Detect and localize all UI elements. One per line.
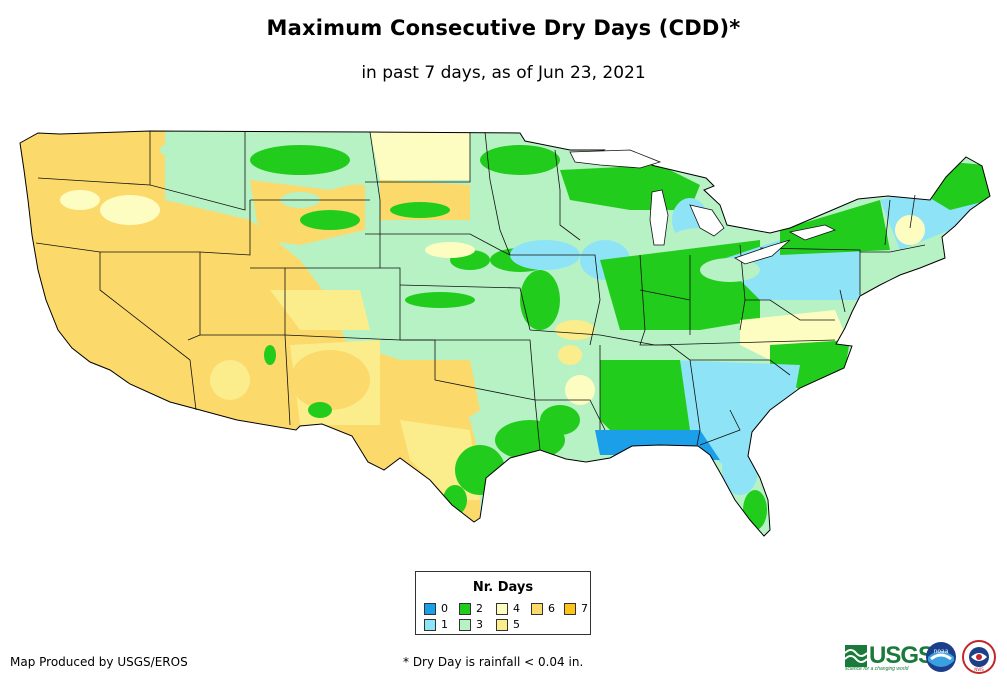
legend-swatch (496, 603, 508, 615)
legend-item-1: 1 (424, 619, 448, 631)
legend-swatch (424, 603, 436, 615)
noaa-logo: noaa (926, 642, 956, 672)
state-borders (35, 131, 926, 451)
cdd-patch-2 (443, 485, 467, 515)
legend-label: 7 (581, 602, 588, 615)
legend-box: Nr. Days 0 1 2 3 4 5 6 7 (415, 571, 591, 635)
cdd-zone-2 (780, 200, 890, 255)
cdd-patch-4 (60, 190, 100, 210)
legend-label: 3 (476, 618, 483, 631)
cdd-patch-4 (100, 195, 160, 225)
legend-swatch (459, 603, 471, 615)
nws-logo-text: NWS (974, 667, 984, 672)
legend-label: 6 (548, 602, 555, 615)
noaa-logo-text: noaa (934, 648, 949, 655)
legend-swatch (531, 603, 543, 615)
nws-logo: NWS (962, 640, 996, 674)
cdd-patch-5 (558, 345, 582, 365)
credit-text: Map Produced by USGS/EROS (10, 655, 188, 669)
cdd-patch-2 (610, 370, 670, 410)
legend-label: 5 (513, 618, 520, 631)
legend-item-6: 6 (531, 603, 555, 615)
cdd-patch-2 (308, 402, 332, 418)
cdd-patch-3 (160, 138, 240, 162)
usgs-tagline: science for a changing world (845, 666, 909, 672)
legend-label: 0 (441, 602, 448, 615)
cdd-patch-2 (390, 202, 450, 218)
cdd-patch-2 (455, 445, 505, 495)
legend-swatch (496, 619, 508, 631)
legend-swatch (459, 619, 471, 631)
cdd-patch-5 (555, 320, 595, 340)
cdd-patch-2 (264, 345, 276, 365)
cdd-patch-2 (540, 405, 580, 435)
usgs-logo: USGS science for a changing world (845, 641, 934, 672)
cdd-patch-6 (290, 350, 370, 410)
cdd-patch-5 (210, 360, 250, 400)
legend-swatch (424, 619, 436, 631)
usgs-wave-icon (845, 645, 867, 667)
cdd-zone-6 (380, 360, 480, 430)
cdd-patch-2 (405, 292, 475, 308)
legend-item-4: 4 (496, 603, 520, 615)
legend-swatch (564, 603, 576, 615)
cdd-patch-2 (300, 210, 360, 230)
dry-day-footnote: * Dry Day is rainfall < 0.04 in. (403, 655, 584, 669)
legend-item-5: 5 (496, 619, 520, 631)
legend-label: 4 (513, 602, 520, 615)
legend-item-7: 7 (564, 603, 588, 615)
legend-item-2: 2 (459, 603, 483, 615)
cdd-zone-4 (370, 131, 470, 180)
cdd-zone-2 (560, 165, 700, 210)
cdd-patch-1 (722, 445, 758, 495)
legend-title: Nr. Days (472, 580, 534, 595)
cdd-zone-3 (370, 230, 530, 330)
map-title: Maximum Consecutive Dry Days (CDD)* (266, 16, 741, 40)
cdd-patch-2 (743, 490, 767, 530)
usgs-logo-text: USGS (869, 642, 934, 669)
great-lakes (569, 149, 837, 265)
cdd-zone-5 (270, 290, 370, 330)
legend-item-3: 3 (459, 619, 483, 631)
cdd-patch-4 (565, 375, 595, 405)
cdd-patch-4 (425, 242, 475, 258)
legend-item-0: 0 (424, 603, 448, 615)
map-subtitle: in past 7 days, as of Jun 23, 2021 (361, 63, 646, 83)
cdd-patch-2 (480, 145, 560, 175)
cdd-patch-4 (895, 215, 925, 245)
legend-label: 1 (441, 618, 448, 631)
cdd-patch-2 (250, 145, 350, 175)
legend-label: 2 (476, 602, 483, 615)
cdd-patch-2 (520, 270, 560, 330)
cdd-patch-1 (740, 395, 780, 425)
